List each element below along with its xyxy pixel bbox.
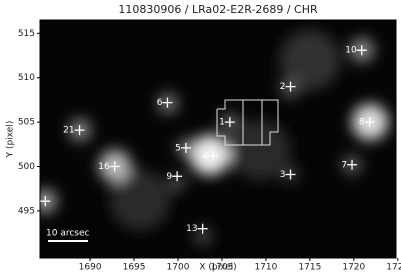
star-label: 8 (359, 118, 365, 128)
star-label: 9 (166, 172, 172, 182)
star-label: 7 (341, 160, 347, 170)
x-tick-label: 1720 (342, 263, 365, 272)
x-tick-label: 1715 (298, 263, 321, 272)
x-tick-label: 1725 (386, 263, 401, 272)
image: 10 arcsec (33, 20, 396, 258)
star-label: 13 (186, 224, 197, 234)
x-tick-label: 1705 (211, 263, 234, 272)
scale-label: 10 arcsec (46, 229, 90, 239)
x-tick-label: 1710 (254, 263, 277, 272)
star-label: 5 (175, 143, 181, 153)
star-label: 2 (280, 82, 286, 92)
y-tick-label: 510 (18, 73, 35, 83)
star-label: 4 (202, 151, 208, 161)
x-tick-label: 1690 (79, 263, 102, 272)
chart: 110830906 / LRa02-E2R-2689 / CHR 10 arc (0, 0, 401, 272)
y-axis-label: Y (pixel) (6, 121, 16, 159)
y-tick-label: 495 (18, 206, 35, 216)
y-tick-label: 515 (18, 29, 35, 39)
star-label: 21 (63, 126, 74, 136)
chart-title: 110830906 / LRa02-E2R-2689 / CHR (118, 3, 318, 16)
y-tick-label: 500 (18, 162, 35, 172)
star-label: 10 (345, 46, 357, 56)
star-label: 6 (157, 98, 163, 108)
star-label: 3 (280, 170, 286, 180)
star-label: 1 (219, 118, 225, 128)
star-label: 16 (98, 162, 110, 172)
x-tick-label: 1695 (123, 263, 146, 272)
x-tick-label: 1700 (167, 263, 190, 272)
y-tick-label: 505 (18, 118, 35, 128)
